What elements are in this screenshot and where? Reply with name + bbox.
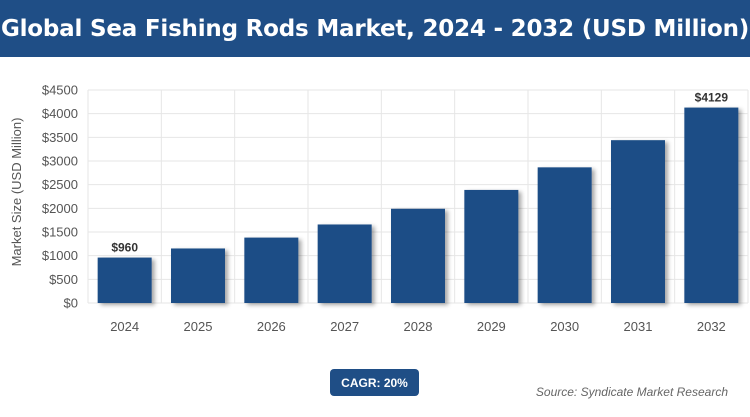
x-tick-label: 2026 <box>257 319 286 334</box>
x-tick-label: 2028 <box>404 319 433 334</box>
bar-chart: $0 $500 $1000 $1500 $2000 $2500 $3000 $3500 $400… <box>9 83 749 334</box>
bar-2028 <box>391 208 445 303</box>
bar-2025 <box>171 248 225 303</box>
bar-2032 <box>684 107 739 303</box>
chart-area: $0 $500 $1000 $1500 $2000 $2500 $3000 $3500 $400… <box>0 57 750 357</box>
y-tick-label: $1000 <box>42 248 78 263</box>
source-note: Source: Syndicate Market Research <box>535 385 728 399</box>
bar-2024 <box>97 257 152 303</box>
bar-2030 <box>537 167 592 303</box>
cagr-text: CAGR: 20% <box>341 375 408 390</box>
bars <box>97 107 739 303</box>
y-tick-label: $4500 <box>42 83 78 98</box>
x-tick-label: 2030 <box>550 319 579 334</box>
x-tick-label: 2029 <box>477 319 506 334</box>
x-tick-label: 2031 <box>624 319 653 334</box>
y-tick-label: $2500 <box>42 177 78 192</box>
y-tick-label: $2000 <box>42 201 78 216</box>
data-labels: $960 $4129 <box>111 91 728 255</box>
data-label: $4129 <box>695 91 729 105</box>
y-tick-label: $3000 <box>42 154 78 169</box>
title-banner: Global Sea Fishing Rods Market, 2024 - 2… <box>0 0 750 57</box>
bar-2027 <box>317 224 372 303</box>
x-tick-label: 2025 <box>184 319 213 334</box>
y-tick-label: $0 <box>64 296 78 311</box>
x-tick-label: 2027 <box>330 319 359 334</box>
y-tick-label: $500 <box>49 272 78 287</box>
bar-2031 <box>611 140 665 303</box>
y-axis-ticks: $0 $500 $1000 $1500 $2000 $2500 $3000 $3500 $400… <box>42 83 78 311</box>
chart-title: Global Sea Fishing Rods Market, 2024 - 2… <box>0 15 750 42</box>
y-axis-label: Market Size (USD Million) <box>9 118 24 267</box>
x-axis-ticks: 2024 2025 2026 2027 2028 2029 2030 2031 2032 <box>110 319 726 334</box>
cagr-badge: CAGR: 20% <box>330 369 419 396</box>
bar-2026 <box>244 237 299 303</box>
y-tick-label: $1500 <box>42 225 78 240</box>
y-tick-label: $3500 <box>42 130 78 145</box>
y-tick-label: $4000 <box>42 106 78 121</box>
x-tick-label: 2032 <box>697 319 726 334</box>
gridlines <box>87 89 749 304</box>
x-tick-label: 2024 <box>110 319 139 334</box>
data-label: $960 <box>111 241 138 255</box>
bar-2029 <box>464 189 519 303</box>
